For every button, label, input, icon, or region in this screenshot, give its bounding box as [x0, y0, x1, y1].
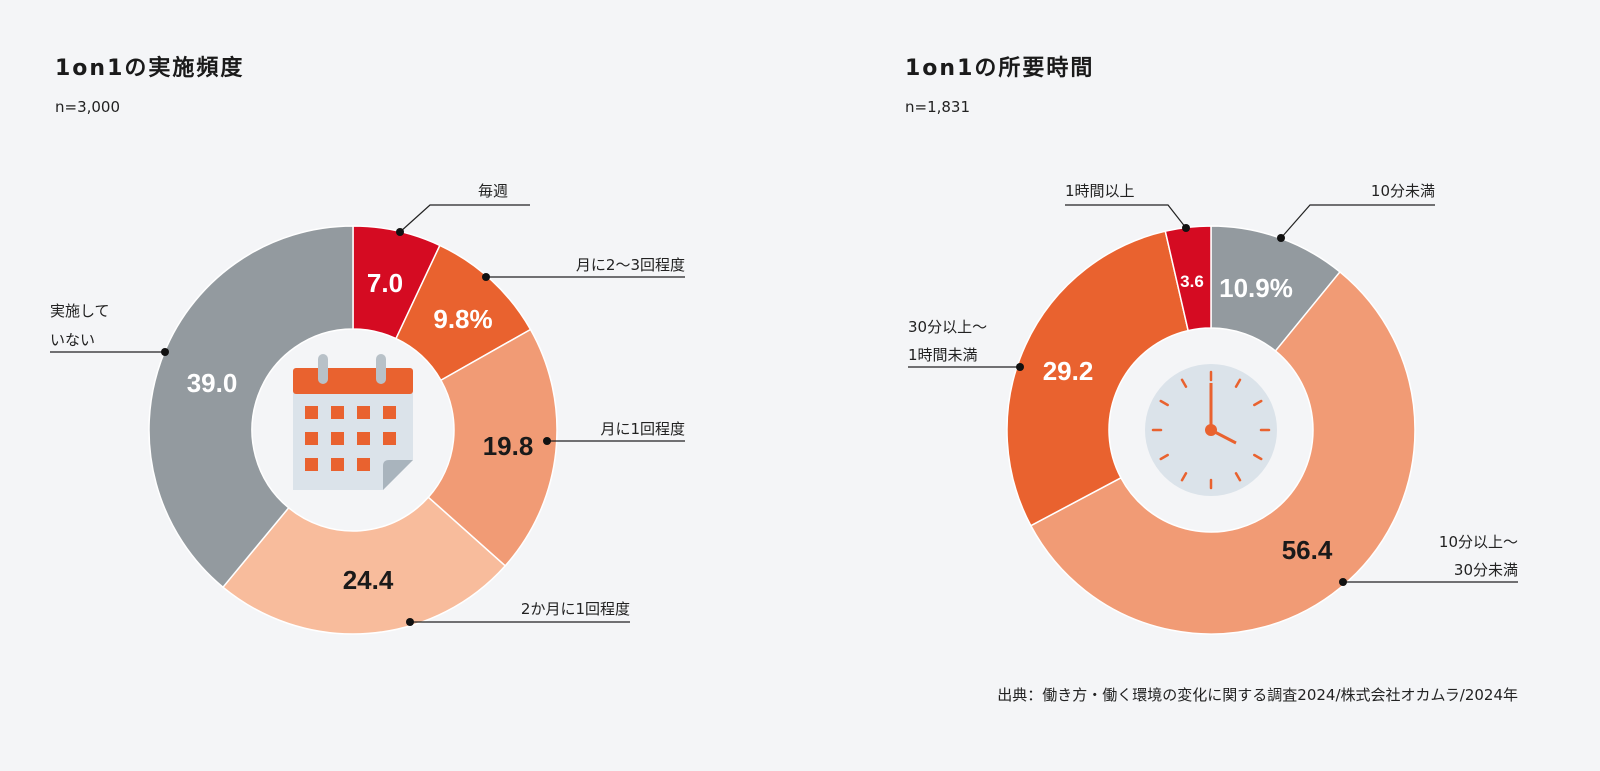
clock-tick	[1234, 472, 1242, 482]
calendar-day	[305, 458, 318, 471]
label-2-3-monthly: 月に2〜3回程度	[576, 256, 685, 274]
value-10-30m: 56.4	[1282, 535, 1333, 565]
leader-lines-duration	[908, 204, 1518, 586]
value-bimonthly: 24.4	[343, 565, 394, 595]
value-under-10m: 10.9%	[1219, 273, 1293, 303]
label-30m-1h-line2: 1時間未満	[908, 346, 978, 364]
clock-tick	[1180, 378, 1188, 388]
label-not-done-line2: いない	[50, 331, 95, 349]
label-under-10m: 10分未満	[1371, 182, 1435, 200]
label-10-30m-line2: 30分未満	[1454, 561, 1518, 579]
value-not-done: 39.0	[187, 368, 238, 398]
donut-frequency	[148, 225, 558, 635]
clock-tick	[1159, 399, 1169, 407]
calendar-day	[331, 432, 344, 445]
calendar-day	[305, 432, 318, 445]
calendar-day	[383, 406, 396, 419]
calendar-icon	[293, 354, 413, 490]
value-over-1h: 3.6	[1180, 272, 1204, 291]
calendar-day	[357, 432, 370, 445]
clock-tick	[1253, 453, 1263, 461]
donut-slice	[148, 225, 354, 589]
sample-size-frequency: n=3,000	[55, 98, 120, 116]
label-not-done-line1: 実施して	[50, 302, 110, 320]
label-bimonthly: 2か月に1回程度	[521, 600, 630, 618]
value-monthly: 19.8	[483, 431, 534, 461]
donut-slice	[1164, 225, 1212, 332]
clock-tick	[1180, 472, 1188, 482]
label-monthly: 月に1回程度	[600, 420, 685, 438]
calendar-day	[383, 432, 396, 445]
donut-slice	[1006, 230, 1190, 527]
donut-slice	[221, 496, 507, 635]
calendar-day	[331, 406, 344, 419]
value-2-3-monthly: 9.8%	[433, 304, 492, 334]
source-citation: 出典：働き方・働く環境の変化に関する調査2024/株式会社オカムラ/2024年	[997, 686, 1518, 704]
calendar-day	[305, 406, 318, 419]
donut-duration	[1006, 225, 1416, 635]
label-30m-1h-line1: 30分以上〜	[908, 318, 987, 336]
value-weekly: 7.0	[367, 268, 403, 298]
calendar-day	[357, 458, 370, 471]
clock-tick	[1159, 453, 1169, 461]
calendar-day	[331, 458, 344, 471]
donut-slice	[1029, 270, 1416, 635]
label-weekly: 毎週	[478, 182, 508, 200]
donut-slice	[427, 328, 558, 567]
leader-lines-frequency	[50, 204, 685, 626]
label-over-1h: 1時間以上	[1065, 182, 1135, 200]
sample-size-duration: n=1,831	[905, 98, 970, 116]
label-10-30m-line1: 10分以上〜	[1439, 533, 1518, 551]
clock-tick	[1234, 378, 1242, 388]
clock-tick	[1253, 399, 1263, 407]
chart-title-frequency: 1on1の実施頻度	[55, 55, 244, 81]
chart-title-duration: 1on1の所要時間	[905, 56, 1094, 81]
clock-icon	[1145, 364, 1277, 496]
calendar-day	[357, 406, 370, 419]
value-30m-1h: 29.2	[1043, 356, 1094, 386]
